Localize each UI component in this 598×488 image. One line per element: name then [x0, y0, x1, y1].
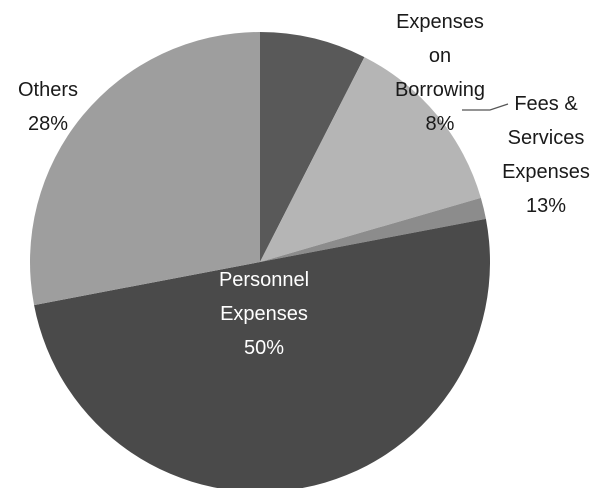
label-line: Expenses	[220, 303, 308, 325]
others-label: Others 28%	[18, 79, 78, 135]
label-line: Expenses	[502, 161, 590, 183]
label-line: 13%	[526, 195, 566, 217]
slice-personnel-expenses	[34, 218, 490, 488]
expenses-on-borrowing-label: Expenses on Borrowing 8%	[395, 11, 485, 135]
slice-others	[29, 31, 260, 306]
personnel-expenses-label: Personnel Expenses 50%	[219, 269, 309, 359]
label-line: 50%	[244, 337, 284, 359]
label-line: 8%	[426, 113, 455, 135]
slice-expenses-on-borrowing	[260, 57, 481, 262]
label-line: 28%	[28, 113, 68, 135]
fees-services-expenses-label: Fees & Services Expenses 13%	[502, 93, 590, 217]
label-line: Others	[18, 79, 78, 101]
label-line: Fees &	[514, 93, 578, 115]
slices-layer	[29, 31, 490, 488]
label-line: Personnel	[219, 269, 309, 291]
label-line: Services	[508, 127, 585, 149]
label-line: Borrowing	[395, 79, 485, 101]
slice-fees-services-expenses	[260, 197, 486, 262]
label-line: Expenses	[396, 11, 484, 33]
slice-unlabeled	[260, 32, 365, 262]
labels-layer: Expenses on Borrowing 8% Fees & Services Expen…	[18, 11, 590, 359]
label-line: on	[429, 45, 451, 67]
fees-services-leader-line	[462, 103, 509, 111]
